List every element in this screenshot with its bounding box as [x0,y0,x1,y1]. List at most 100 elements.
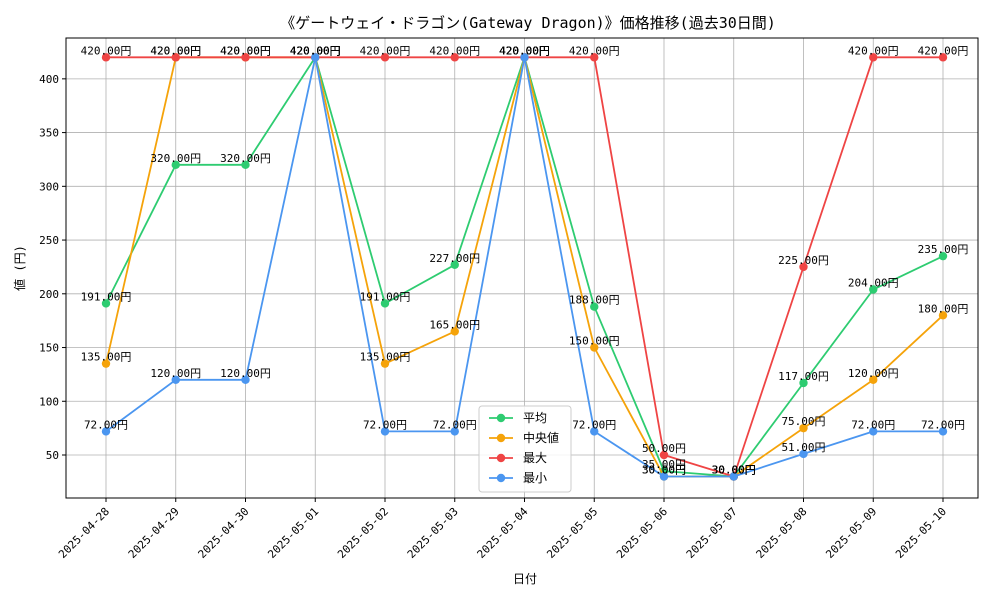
data-labels: 191.00円 320.00円 320.00円 420.00円 191.00円 227.0… [81,44,969,476]
chart-title: 《ゲートウェイ・ドラゴン(Gateway Dragon)》価格推移(過去30日間… [280,14,776,32]
x-tick-label: 2025-05-06 [614,505,670,561]
legend-label: 中央値 [523,430,559,445]
data-point [101,299,111,308]
y-tick-label: 50 [46,449,59,462]
data-label: 225.00円 [778,254,829,267]
y-tick-label: 350 [39,127,59,140]
data-label: 420.00円 [290,44,341,57]
data-label: 135.00円 [360,351,411,364]
data-label: 51.00円 [781,441,825,454]
data-label: 420.00円 [429,44,480,57]
data-label: 420.00円 [150,44,201,57]
data-label: 30.00円 [712,464,756,477]
data-point [938,311,948,320]
data-point [101,427,111,436]
data-label: 72.00円 [921,418,965,431]
data-label: 320.00円 [150,152,201,165]
x-tick-label: 2025-05-05 [544,505,600,561]
legend-swatch-marker [496,433,506,443]
x-tick-label: 2025-04-28 [56,505,112,561]
data-label: 30.00円 [712,464,756,477]
data-point [869,427,878,436]
legend-label: 最大 [523,451,547,465]
data-label: 120.00円 [150,367,201,380]
data-point [659,472,669,481]
data-point [590,427,599,436]
x-tick-label: 2025-04-30 [196,505,252,561]
data-point [241,160,250,170]
data-label: 420.00円 [290,44,341,57]
data-label: 420.00円 [499,44,550,57]
data-point [590,343,599,352]
data-point [171,53,180,62]
x-tick-label: 2025-05-10 [893,505,949,561]
data-label: 120.00円 [220,367,271,380]
data-label: 72.00円 [433,418,477,431]
data-point [938,251,948,261]
x-axis-label: 日付 [513,572,537,586]
data-point [729,472,738,481]
data-point [101,359,111,368]
legend-label: 平均 [523,411,547,425]
data-label: 72.00円 [851,418,895,431]
legend-swatch-marker [496,473,506,483]
data-label: 320.00円 [220,152,271,165]
data-label: 204.00円 [848,276,899,289]
y-tick-label: 100 [39,395,59,408]
data-point [869,285,878,294]
data-point [241,375,250,384]
data-point [380,53,390,62]
data-point [938,53,948,62]
data-point [590,302,599,311]
data-point [171,160,180,170]
data-point [799,378,808,388]
data-point [241,53,250,62]
data-point [450,327,459,336]
data-label: 191.00円 [360,290,411,303]
data-label: 420.00円 [220,44,271,57]
data-label: 420.00円 [150,44,201,57]
data-label: 165.00円 [429,318,480,331]
data-point [380,427,390,436]
x-tick-label: 2025-05-09 [823,505,879,561]
x-tick-label: 2025-05-03 [405,505,461,561]
data-point [869,375,878,384]
data-label: 72.00円 [363,418,407,431]
y-tick-label: 300 [39,180,59,193]
data-label: 191.00円 [81,290,132,303]
data-point [659,450,669,460]
data-label: 120.00円 [848,367,899,380]
data-point [311,53,320,62]
data-label: 227.00円 [429,252,480,265]
data-point [380,299,390,308]
y-tick-label: 400 [39,73,59,86]
data-label: 420.00円 [290,44,341,57]
data-label: 117.00円 [778,370,829,383]
legend-label: 最小 [523,471,547,485]
data-label: 30.00円 [642,464,686,477]
data-label: 75.00円 [781,415,825,428]
data-label: 420.00円 [499,44,550,57]
legend-swatch-marker [496,453,506,463]
y-tick-label: 150 [39,342,59,355]
data-label: 420.00円 [360,44,411,57]
x-tick-label: 2025-05-04 [475,505,531,561]
data-point [590,53,599,62]
data-point [450,53,459,62]
data-label: 420.00円 [220,44,271,57]
data-label: 30.00円 [712,464,756,477]
series-layer [101,53,948,481]
data-point [869,53,878,62]
y-tick-label: 200 [39,288,59,301]
data-label: 72.00円 [84,418,128,431]
x-axis: 2025-04-28 2025-04-29 2025-04-30 2025-05-01… [56,498,949,561]
data-label: 150.00円 [569,335,620,348]
data-point [938,427,948,436]
data-label: 420.00円 [918,44,969,57]
data-label: 420.00円 [569,44,620,57]
y-tick-label: 250 [39,234,59,247]
x-tick-label: 2025-05-02 [335,505,391,561]
